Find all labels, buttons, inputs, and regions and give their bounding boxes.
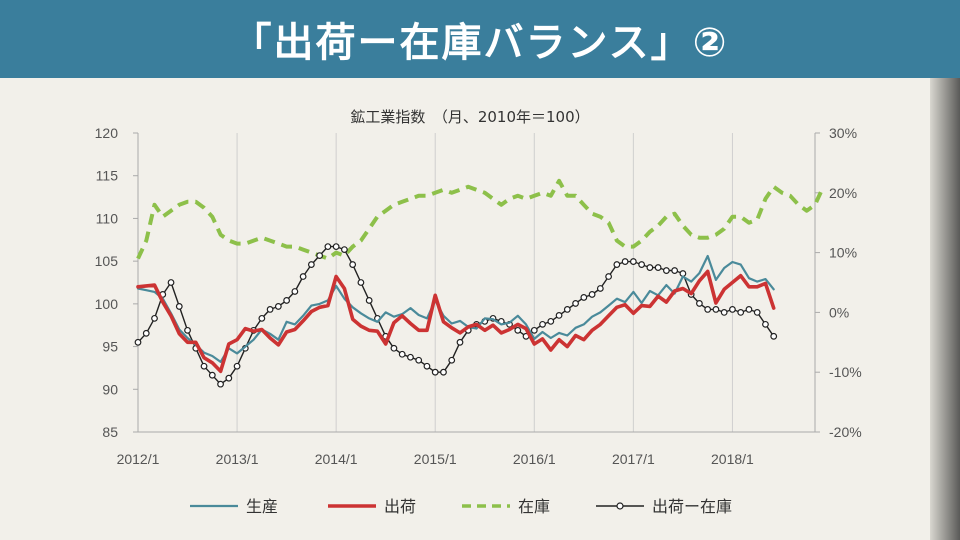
y-right-tick-label: 10% <box>829 245 857 261</box>
series-balance-point <box>629 258 637 265</box>
x-tick-label: 2017/1 <box>612 451 655 467</box>
y-right-tick-label: 0% <box>829 304 849 320</box>
series-balance-point <box>283 297 291 304</box>
series-balance-point <box>671 267 679 274</box>
series-balance-point <box>407 353 414 361</box>
series-balance-point <box>646 264 654 271</box>
series-balance-point <box>349 261 357 268</box>
y-left-tick-label: 120 <box>95 125 119 141</box>
series-balance-point <box>530 326 538 334</box>
header-bar: 「出荷ー在庫バランス」② <box>0 0 960 78</box>
series-balance-point <box>720 309 728 316</box>
series-balance-point <box>440 368 447 376</box>
series-balance-point <box>712 306 720 313</box>
legend-swatch-marker <box>616 502 624 510</box>
x-tick-label: 2013/1 <box>216 451 259 467</box>
series-balance-point <box>324 243 332 251</box>
series-balance-point <box>704 306 712 313</box>
series-production-line <box>136 254 775 363</box>
series-balance-point <box>398 350 406 358</box>
series-balance-point <box>588 291 596 298</box>
y-right-tick-label: 20% <box>829 185 857 201</box>
series-balance-point <box>357 279 365 286</box>
series-balance-point <box>547 317 555 325</box>
series-balance-point <box>605 273 612 280</box>
series-balance-point <box>307 261 315 268</box>
series-balance-point <box>390 344 398 352</box>
chart-title: 鉱工業指数 （月、2010年＝100） <box>350 108 589 126</box>
series-balance-point <box>729 306 736 313</box>
x-tick-label: 2014/1 <box>315 451 358 467</box>
y-left-tick-label: 110 <box>96 210 119 226</box>
series-balance-point <box>745 306 753 313</box>
series-balance-point <box>291 288 299 295</box>
board-edge <box>930 78 960 540</box>
series-balance-point <box>596 285 604 292</box>
slide-title: 「出荷ー在庫バランス」② <box>231 20 729 66</box>
legend-label: 生産 <box>246 497 278 516</box>
series-balance-point <box>638 261 646 268</box>
series-balance-line <box>137 245 775 385</box>
series-balance-point <box>134 338 142 346</box>
series-balance-point <box>572 300 579 307</box>
series-balance-point <box>737 309 745 316</box>
series-balance-point <box>274 303 282 310</box>
series-balance-point <box>341 246 348 254</box>
series-balance-point <box>613 261 621 268</box>
y-left-tick-label: 115 <box>96 168 119 184</box>
series-balance-point <box>555 311 563 319</box>
series-balance-point <box>696 300 703 307</box>
x-tick-label: 2012/1 <box>117 451 160 467</box>
series-balance-point <box>208 371 216 379</box>
y-left-tick-label: 100 <box>95 296 119 312</box>
y-right-tick-label: 30% <box>829 125 857 141</box>
series-balance-point <box>654 264 662 271</box>
series-balance-point <box>563 306 571 313</box>
y-right-tick-label: -20% <box>829 424 862 440</box>
series-balance-point <box>431 368 439 376</box>
y-left-tick-label: 105 <box>95 253 119 269</box>
series-balance-point <box>332 243 340 251</box>
series-balance-point <box>539 320 546 328</box>
series-balance-point <box>514 326 522 334</box>
series-balance-point <box>142 329 150 337</box>
series-balance-point <box>762 320 769 328</box>
series-balance-point <box>365 297 373 304</box>
series-balance-point <box>217 380 224 388</box>
series-balance-point <box>423 362 431 370</box>
y-left-tick-label: 90 <box>102 381 118 397</box>
series-balance-point <box>448 356 456 364</box>
series-balance-point <box>770 332 778 340</box>
x-tick-label: 2018/1 <box>711 451 754 467</box>
legend-label: 在庫 <box>518 497 550 516</box>
series-inventory-line <box>136 178 826 261</box>
series-balance-point <box>258 314 266 322</box>
y-left-tick-label: 95 <box>102 339 118 355</box>
x-tick-label: 2016/1 <box>513 451 556 467</box>
series-balance-point <box>225 374 233 382</box>
y-left-tick-label: 85 <box>102 424 118 440</box>
series-balance-point <box>299 273 307 280</box>
series-balance-point <box>415 356 423 364</box>
series-balance-point <box>233 362 241 370</box>
series-balance-point <box>580 294 588 301</box>
series-balance-point <box>175 303 183 310</box>
series-balance-point <box>456 338 464 346</box>
series-balance-point <box>266 306 274 313</box>
series-balance-point <box>621 258 629 265</box>
legend-label: 出荷ー在庫 <box>652 497 732 516</box>
series-balance-point <box>167 279 175 286</box>
series-balance-point <box>662 267 670 274</box>
series-shipments-line <box>136 269 776 374</box>
series-balance-point <box>184 326 191 334</box>
series-balance-point <box>753 309 761 316</box>
legend-label: 出荷 <box>384 497 416 516</box>
series-balance-point <box>316 252 324 259</box>
x-tick-label: 2015/1 <box>414 451 457 467</box>
y-right-tick-label: -10% <box>829 364 862 380</box>
series-balance-point <box>200 362 208 370</box>
series-balance-point <box>151 314 158 322</box>
